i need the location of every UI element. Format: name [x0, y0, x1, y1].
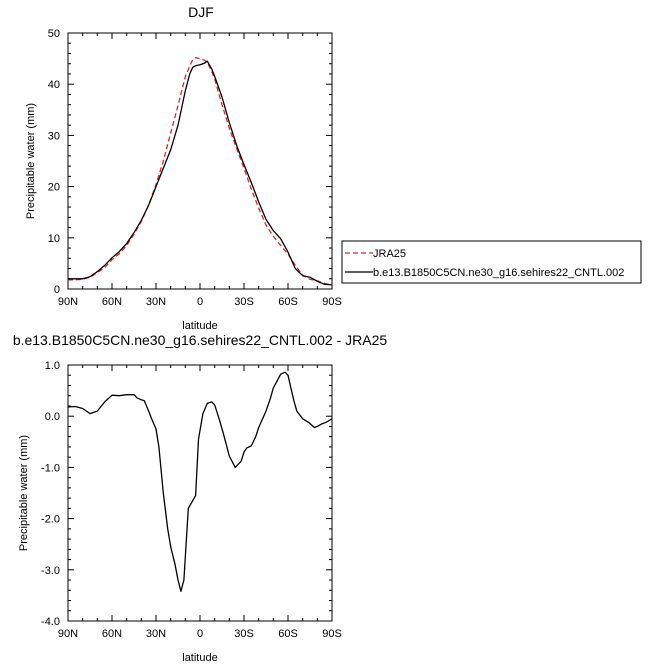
top-plot-frame	[67, 32, 333, 290]
top-y-tick-label: 40	[48, 79, 60, 91]
bottom-y-tick-label: -1.0	[41, 462, 60, 474]
bottom-series-line-difference	[67, 371, 333, 592]
top-x-tick-label: 90N	[58, 296, 78, 308]
top-y-tick-label: 50	[48, 28, 60, 40]
bottom-y-tick-label: -3.0	[41, 565, 60, 577]
bottom-y-tick-label: 0.0	[45, 411, 60, 423]
bottom-x-tick-label: 90S	[322, 628, 342, 640]
top-x-tick-label: 60N	[102, 296, 122, 308]
legend: JRA25 b.e13.B1850C5CN.ne30_g16.sehires22…	[341, 240, 642, 284]
bottom-panel: b.e13.B1850C5CN.ne30_g16.sehires22_CNTL.…	[13, 332, 388, 664]
top-series-group	[68, 56, 333, 286]
bottom-x-tick-label: 90N	[58, 628, 78, 640]
legend-label-jra25: JRA25	[373, 248, 406, 260]
bottom-series-group	[67, 371, 333, 592]
bottom-x-tick-label: 0	[197, 628, 203, 640]
top-x-tick-label: 90S	[322, 296, 342, 308]
top-y-tick-label: 0	[54, 284, 60, 296]
top-series-line-cntl	[68, 60, 333, 286]
top-x-axis-label: latitude	[182, 320, 217, 332]
bottom-y-tick-label: -2.0	[41, 514, 60, 526]
top-x-tick-label: 0	[197, 296, 203, 308]
bottom-y-tick-label: 1.0	[45, 360, 60, 372]
bottom-chart-title: b.e13.B1850C5CN.ne30_g16.sehires22_CNTL.…	[13, 332, 388, 348]
bottom-x-axis-label: latitude	[182, 652, 217, 664]
top-x-tick-label: 60S	[278, 296, 298, 308]
bottom-x-tick-label: 30N	[146, 628, 166, 640]
bottom-x-tick-label: 30S	[234, 628, 254, 640]
top-chart-title: DJF	[188, 4, 214, 20]
bottom-y-tick-label: -4.0	[41, 616, 60, 628]
top-panel: DJF 90N 60N 30N 0 30S 60S 90S 0 10 20 30 40 50 latit…	[25, 4, 342, 332]
top-y-axis-label: Precipitable water (mm)	[25, 103, 37, 219]
bottom-y-axis-label: Precipitable water (mm)	[18, 435, 30, 551]
top-y-tick-label: 30	[48, 130, 60, 142]
top-y-tick-label: 10	[48, 233, 60, 245]
bottom-plot-frame	[67, 364, 333, 622]
top-x-tick-label: 30S	[234, 296, 254, 308]
bottom-x-tick-label: 60S	[278, 628, 298, 640]
bottom-axis-ticks: 90N 60N 30N 0 30S 60S 90S 1.0 0.0 -1.0 -2.0 -3.0 -4.…	[41, 360, 342, 640]
top-y-tick-label: 20	[48, 182, 60, 194]
top-x-tick-label: 30N	[146, 296, 166, 308]
top-series-line-jra25	[68, 56, 333, 286]
top-axis-ticks: 90N 60N 30N 0 30S 60S 90S 0 10 20 30 40 50	[48, 28, 342, 308]
legend-box	[341, 240, 642, 284]
bottom-x-tick-label: 60N	[102, 628, 122, 640]
legend-label-cntl: b.e13.B1850C5CN.ne30_g16.sehires22_CNTL.…	[373, 267, 624, 279]
